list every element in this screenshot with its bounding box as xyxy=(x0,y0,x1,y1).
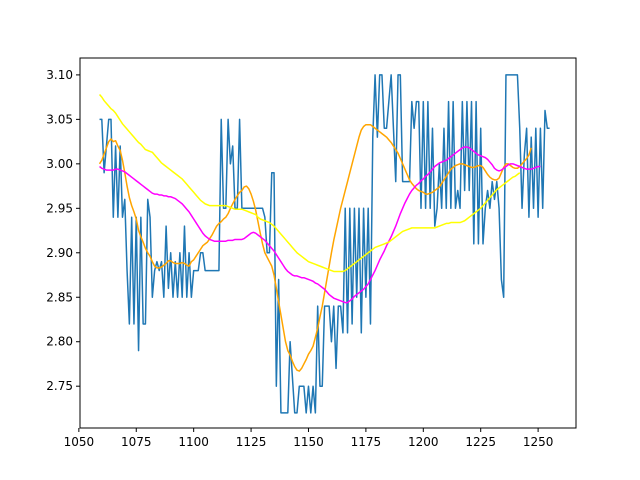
y-tick-label: 2.90 xyxy=(46,246,73,260)
plot-area xyxy=(98,74,550,414)
x-tick-label: 1125 xyxy=(236,435,267,449)
x-tick-label: 1225 xyxy=(465,435,496,449)
series-line-fast-ma xyxy=(98,123,532,372)
x-tick-label: 1250 xyxy=(523,435,554,449)
y-tick-label: 3.00 xyxy=(46,157,73,171)
y-axis: 2.75 2.80 2.85 2.90 2.95 3.00 3.05 3.10 xyxy=(46,68,80,393)
series-line-price xyxy=(99,74,550,414)
x-tick-label: 1100 xyxy=(178,435,209,449)
y-tick-label: 2.75 xyxy=(46,379,73,393)
x-tick-label: 1200 xyxy=(408,435,439,449)
axes-frame xyxy=(79,57,577,429)
x-tick-label: 1175 xyxy=(351,435,382,449)
series-line-slow-ma xyxy=(99,146,541,304)
y-tick-label: 2.80 xyxy=(46,335,73,349)
y-tick-label: 2.95 xyxy=(46,201,73,215)
x-tick-label: 1075 xyxy=(121,435,152,449)
x-tick-label: 1050 xyxy=(64,435,95,449)
y-tick-label: 2.85 xyxy=(46,290,73,304)
x-tick-label: 1150 xyxy=(293,435,324,449)
y-tick-label: 3.05 xyxy=(46,112,73,126)
y-tick-label: 3.10 xyxy=(46,68,73,82)
series-line-long-ma xyxy=(98,93,521,273)
x-axis: 1050 1075 1100 1125 1150 1175 1200 1225 1250 xyxy=(64,428,554,449)
